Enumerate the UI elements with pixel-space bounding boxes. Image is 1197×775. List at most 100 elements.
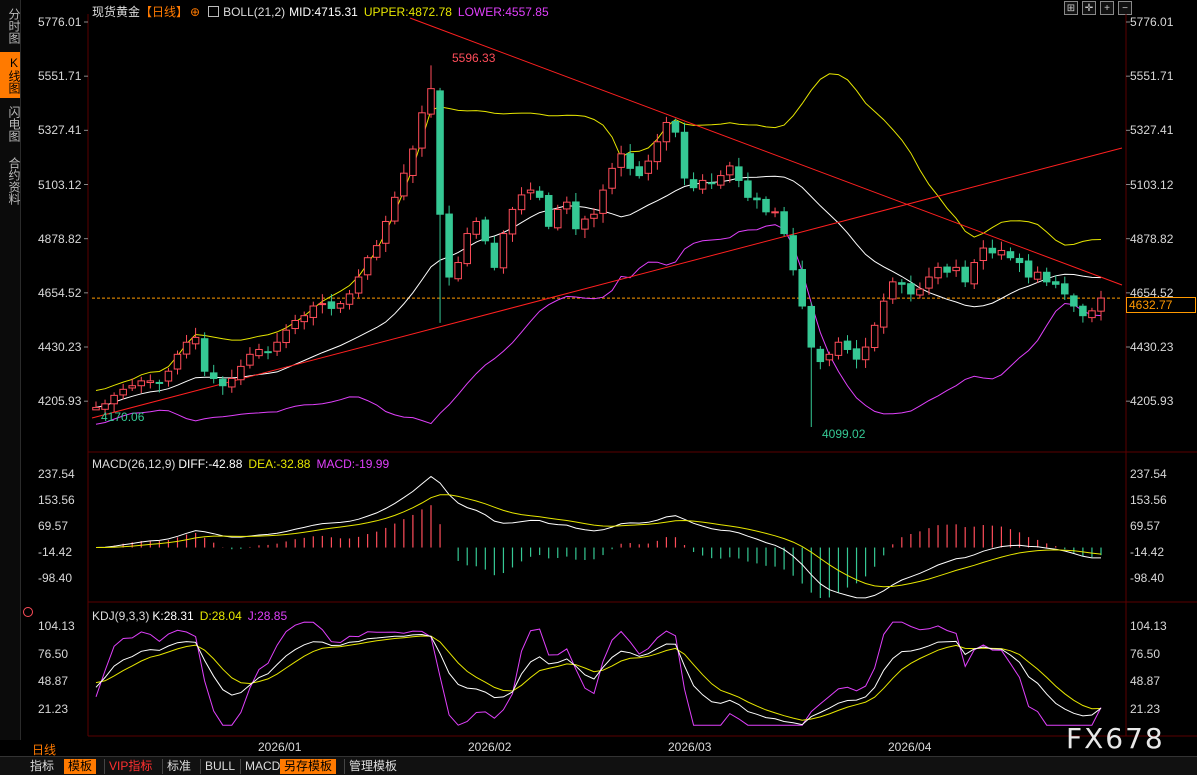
boll-mid-line	[95, 175, 1102, 408]
candle-body	[599, 189, 607, 214]
candle-body	[119, 388, 127, 396]
candle-body	[291, 320, 299, 330]
candle-body	[916, 288, 924, 296]
candle	[662, 116, 671, 151]
price-tick-left: 4878.82	[38, 231, 82, 246]
candle-body	[282, 329, 290, 344]
kdj-d: D:28.04	[199, 609, 242, 623]
trendline-descending	[409, 17, 1123, 286]
kdj-j-line	[95, 621, 1102, 726]
kdj-tick-left: 76.50	[38, 646, 69, 661]
kdj-k: K:28.31	[152, 609, 194, 623]
candle-body	[934, 266, 942, 279]
candle-body	[101, 403, 109, 410]
candle	[1088, 307, 1096, 323]
candle-body	[1033, 271, 1042, 280]
plus-circle-icon[interactable]: ⊕	[190, 5, 201, 19]
candle-body	[237, 365, 245, 381]
macd-tick-right: -98.40	[1130, 571, 1165, 585]
tab-time-share[interactable]: 分时图	[7, 8, 21, 44]
candle-body	[843, 340, 852, 350]
macd-tick-left: -98.40	[38, 571, 73, 585]
candle-body	[246, 353, 254, 366]
candle-body	[354, 276, 363, 294]
candle-body	[852, 348, 861, 360]
candle	[264, 346, 272, 360]
candle-body	[970, 262, 979, 285]
candle-body	[1088, 310, 1096, 319]
candle-body	[155, 381, 164, 384]
candle	[191, 327, 200, 350]
candle-body	[988, 247, 997, 254]
candle-body	[716, 175, 725, 186]
kdj-tick-right: 76.50	[1130, 646, 1161, 661]
zoom-in-icon[interactable]: +	[1100, 1, 1114, 15]
price-tick-left: 4205.93	[38, 394, 82, 409]
crosshair-icon[interactable]: ✛	[1082, 1, 1096, 15]
candle	[626, 144, 634, 176]
tab-kline[interactable]: K线图	[0, 52, 21, 98]
candle-body	[1024, 260, 1033, 278]
candle	[137, 376, 146, 393]
kdj-settings-icon[interactable]	[23, 607, 33, 617]
candle-body	[92, 406, 100, 411]
indicator-settings-icon[interactable]	[208, 6, 220, 17]
macd-button[interactable]: MACD	[240, 759, 284, 774]
tab-contract-info[interactable]: 合约资料	[7, 157, 21, 205]
candle	[454, 256, 462, 282]
candle	[861, 337, 870, 368]
candle-body	[563, 201, 571, 210]
candle-body	[671, 120, 680, 133]
candle	[336, 301, 345, 313]
candle	[916, 282, 924, 299]
kdj-d-line	[95, 635, 1102, 721]
candle	[762, 196, 770, 216]
candles	[92, 65, 1105, 427]
vip-indicator-button[interactable]: VIP指标	[104, 759, 156, 774]
grid-icon[interactable]: ⊞	[1064, 1, 1078, 15]
macd-value: MACD:-19.99	[316, 457, 390, 471]
candle-body	[1015, 257, 1024, 264]
candle-body	[898, 282, 906, 285]
bull-button[interactable]: BULL	[200, 759, 239, 774]
price-tick-left: 5327.41	[38, 123, 82, 138]
period-label[interactable]: 【日线】	[140, 5, 189, 19]
candle	[726, 161, 734, 183]
candle-body	[336, 303, 345, 309]
candle-body	[300, 315, 309, 323]
candle	[1015, 253, 1024, 273]
save-template-button[interactable]: 另存模板	[280, 759, 337, 774]
low-annotation-left: 4170.06	[101, 410, 145, 424]
price-tick-right: 5776.01	[1130, 15, 1174, 29]
candle-body	[807, 305, 816, 348]
candle-body	[1006, 251, 1015, 259]
candle	[1024, 254, 1033, 284]
candle	[255, 343, 263, 359]
candle-body	[626, 153, 634, 169]
zoom-out-icon[interactable]: −	[1118, 1, 1132, 15]
candle	[544, 192, 553, 230]
candle	[391, 191, 399, 225]
price-tick-right: 4878.82	[1130, 231, 1174, 246]
candle	[581, 215, 589, 239]
kdj-panel	[95, 621, 1102, 726]
indicator-button[interactable]: 指标	[30, 759, 55, 773]
candle-body	[110, 394, 118, 405]
candle-body	[888, 281, 897, 300]
tab-flash[interactable]: 闪电图	[7, 106, 21, 142]
template-button[interactable]: 模板	[64, 759, 97, 774]
candle-body	[418, 112, 426, 149]
current-price-tag: 4632.77	[1126, 297, 1196, 313]
candle	[508, 206, 517, 242]
candle	[653, 133, 662, 170]
candle-body	[816, 348, 825, 363]
period-indicator[interactable]: 日线	[32, 743, 57, 757]
standard-button[interactable]: 标准	[162, 759, 195, 774]
candle	[834, 337, 843, 360]
candle-body	[191, 336, 200, 345]
candle-body	[581, 218, 589, 230]
candle-body	[635, 166, 644, 177]
manage-template-button[interactable]: 管理模板	[344, 759, 401, 774]
candle	[943, 263, 951, 278]
